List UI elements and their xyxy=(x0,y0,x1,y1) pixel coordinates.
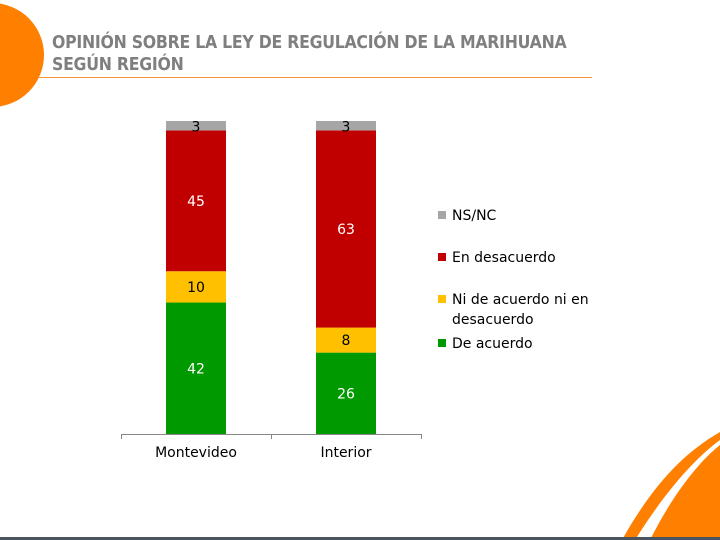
title-underline xyxy=(38,77,592,78)
bar-segment xyxy=(316,121,376,131)
legend-label: NS/NC xyxy=(452,208,497,224)
data-label: 3 xyxy=(192,120,201,136)
legend-label: En desacuerdo xyxy=(452,250,556,266)
legend-swatch xyxy=(438,295,446,303)
bar-segment xyxy=(316,352,376,434)
bar-segment xyxy=(166,130,226,272)
x-tick-label: Montevideo xyxy=(155,445,237,461)
legend-swatch xyxy=(438,211,446,219)
data-label: 8 xyxy=(342,333,351,349)
data-label: 26 xyxy=(337,386,355,402)
title-line-1: OPINIÓN SOBRE LA LEY DE REGULACIÓN DE LA… xyxy=(52,33,567,53)
legend-item: NS/NC xyxy=(438,206,608,226)
bar-segment xyxy=(316,327,376,353)
title-line-2: SEGÚN REGIÓN xyxy=(52,55,184,75)
slide-title: OPINIÓN SOBRE LA LEY DE REGULACIÓN DE LA… xyxy=(52,32,567,76)
bar-segment xyxy=(316,130,376,328)
x-tick-label: Interior xyxy=(320,445,371,461)
orange-wedge-decoration xyxy=(650,445,720,540)
legend-item: Ni de acuerdo ni en desacuerdo xyxy=(438,290,608,330)
data-label: 42 xyxy=(187,361,205,377)
orange-circle-decoration xyxy=(0,3,44,107)
data-label: 3 xyxy=(342,120,351,136)
legend-item: De acuerdo xyxy=(438,334,608,354)
orange-swoosh-decoration xyxy=(622,432,720,540)
legend-swatch xyxy=(438,339,446,347)
data-label: 10 xyxy=(187,280,205,296)
bar-segment xyxy=(166,121,226,131)
data-label: 45 xyxy=(187,194,205,210)
footer-line xyxy=(0,537,720,540)
bar-segment xyxy=(166,302,226,434)
data-label: 63 xyxy=(337,222,355,238)
legend-item: En desacuerdo xyxy=(438,248,608,268)
bar-segment xyxy=(166,271,226,303)
legend-label: Ni de acuerdo ni en desacuerdo xyxy=(452,292,589,328)
legend-swatch xyxy=(438,253,446,261)
legend-label: De acuerdo xyxy=(452,336,533,352)
